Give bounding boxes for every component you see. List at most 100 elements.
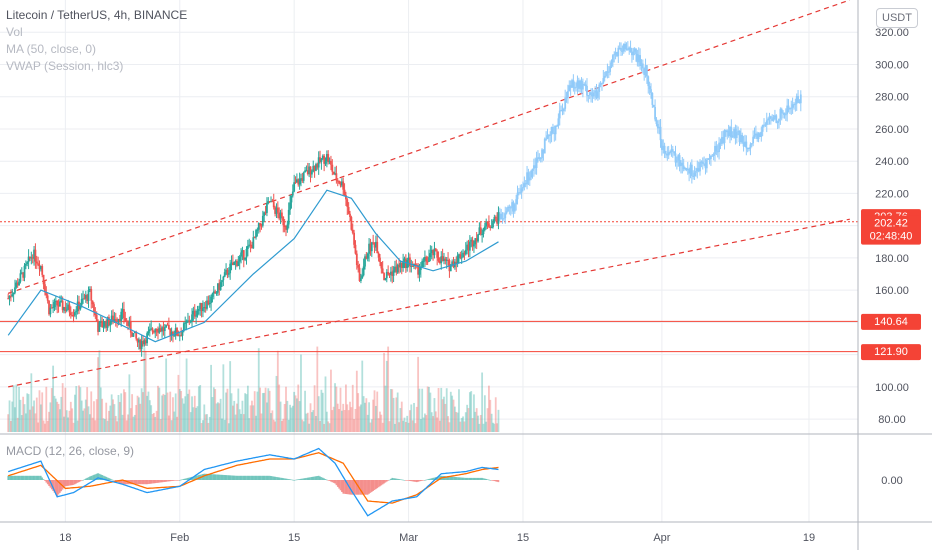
macd-histogram-bar [25,475,27,480]
candle-body [142,341,144,345]
volume-bar [136,395,139,432]
volume-bar [84,399,87,432]
macd-histogram-bar [218,474,221,480]
macd-histogram-bar [488,479,490,481]
volume-bar [256,391,259,432]
volume-bar [105,402,108,432]
macd-histogram-bar [262,475,264,480]
macd-histogram-bar [237,475,240,480]
projection-body [524,183,527,185]
volume-bar [309,403,312,432]
volume-bar [177,374,180,432]
macd-histogram-bar [448,476,451,480]
volume-bar [197,386,200,432]
candle-body [345,194,347,200]
volume-bar [74,394,76,432]
volume-bar [445,388,448,432]
macd-histogram-bar [387,480,389,481]
projection-body [635,48,637,54]
projection-body [561,109,564,112]
candle-body [140,341,143,349]
macd-histogram-bar [452,476,455,480]
volume-bar [206,414,208,432]
candle-body [203,307,206,309]
projection-body [799,94,802,104]
macd-histogram-bar [458,477,460,480]
volume-bar [488,385,490,432]
current-price-label-bg [861,215,921,245]
candle-body [471,239,474,247]
candle-body [161,327,163,332]
price-axis: 80.00100.00120.00140.00160.00180.00200.0… [875,27,909,487]
macd-histogram-bar [70,480,72,486]
macd-histogram-bar [219,474,222,480]
macd-histogram-bar [460,477,463,480]
candle-body [31,257,34,259]
candle-body [71,314,74,316]
candle-body [151,328,154,332]
candle-body [460,257,463,259]
candle-body [191,314,193,321]
macd-histogram-bar [53,480,56,493]
candle-body [177,335,180,337]
volume-bar [132,416,135,432]
volume-bars [7,346,500,432]
macd-histogram-bar [90,475,93,480]
candle-body [147,331,150,334]
candle-body [256,229,259,231]
volume-bar [20,415,23,432]
volume-bar [392,397,395,432]
macd-histogram-bar [306,477,309,480]
projection-body [659,126,662,141]
macd-histogram-bar [252,475,255,480]
macd-histogram-bar [159,480,162,483]
volume-bar [463,421,466,432]
projection-body [734,128,737,139]
macd-histogram-bar [379,480,381,487]
price-tick-label: 220.00 [875,188,909,200]
macd-histogram-bar [144,480,147,485]
time-tick-label: Mar [399,532,418,544]
candle-body [346,199,349,208]
volume-bar [102,418,105,432]
candle-body [428,257,430,262]
macd-histogram-bar [275,476,278,480]
projection-body [739,134,742,143]
projection-body [680,162,682,167]
volume-bar [174,393,177,432]
macd-histogram-bar [421,480,423,481]
volume-bar [485,421,488,432]
volume-bar [276,350,279,432]
candle-body [69,312,72,315]
candle-body [334,173,336,175]
macd-histogram-bar [372,480,374,491]
candle-body [44,284,46,293]
trendlines [7,0,851,388]
volume-bar [384,385,387,432]
volume-bar [129,408,132,432]
currency-button[interactable]: USDT [876,8,918,28]
candle-body [56,300,59,306]
time-axis: 18 Feb 15 Mar 15 Apr 19 [59,532,815,544]
candle-body [45,292,48,296]
time-tick-label: 19 [803,532,815,544]
candle-body [478,227,481,235]
projection-body [539,158,542,160]
macd-histogram-bar [223,475,226,480]
candle-body [105,321,108,328]
macd-histogram-bar [287,479,290,480]
volume-bar [33,400,35,432]
projection-body [512,202,515,212]
candle-body [41,266,44,275]
volume-bar [22,396,25,432]
projection-body [778,118,780,122]
candle-body [396,264,399,273]
volume-bar [11,401,14,432]
candle-body [445,259,448,262]
macd-histogram-bar [345,480,347,494]
candle-body [447,259,449,261]
macd-histogram-bar [293,480,295,481]
volume-bar [69,401,72,432]
candle-body [136,338,139,343]
